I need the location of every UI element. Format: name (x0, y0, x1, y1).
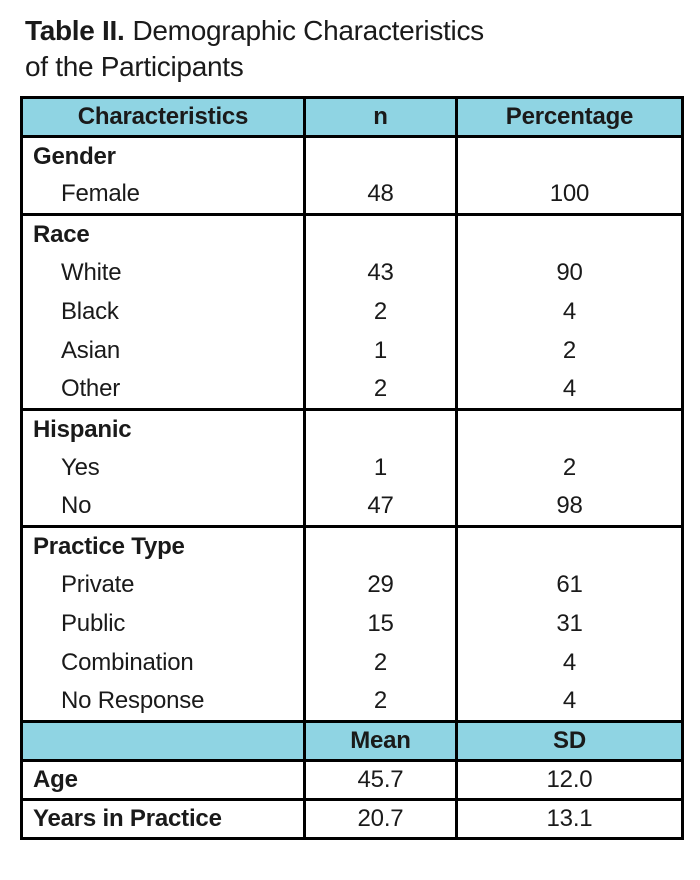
row-label: Female (20, 175, 306, 215)
stats-sd-value: 12.0 (455, 759, 684, 800)
title-line-2: of the Participants (25, 51, 244, 82)
table-row: No Response 2 4 (20, 682, 684, 722)
row-percentage-value: 2 (455, 448, 684, 488)
table-row: Female 48 100 (20, 175, 684, 215)
table-row: Private 29 61 (20, 565, 684, 605)
table-row: White 43 90 (20, 253, 684, 293)
row-n-value: 48 (303, 175, 458, 215)
row-percentage-value: 98 (455, 487, 684, 527)
row-percentage-value: 4 (455, 682, 684, 722)
empty-cell (303, 525, 458, 566)
column-header-characteristics: Characteristics (20, 97, 306, 137)
title-text-part1: Demographic Characteristics (132, 15, 484, 46)
section-header: Race (20, 213, 306, 254)
section-header: Gender (20, 135, 306, 176)
empty-cell (455, 408, 684, 449)
row-n-value: 2 (303, 643, 458, 683)
stats-row-label: Age (20, 759, 306, 800)
row-n-value: 47 (303, 487, 458, 527)
stats-row-label: Years in Practice (20, 798, 306, 839)
row-label: Public (20, 604, 306, 644)
row-label: No (20, 487, 306, 527)
column-header-n: n (303, 97, 458, 137)
table-header-row: Characteristics n Percentage (20, 97, 684, 137)
row-percentage-value: 4 (455, 292, 684, 332)
table-row: Black 2 4 (20, 292, 684, 332)
stats-header-row: Mean SD (20, 720, 684, 761)
empty-cell (303, 135, 458, 176)
section-header: Practice Type (20, 525, 306, 566)
empty-cell (455, 213, 684, 254)
empty-cell (303, 408, 458, 449)
row-n-value: 2 (303, 370, 458, 410)
stats-header-empty-cell (20, 720, 306, 761)
row-label: Other (20, 370, 306, 410)
row-percentage-value: 4 (455, 370, 684, 410)
row-percentage-value: 61 (455, 565, 684, 605)
row-n-value: 1 (303, 448, 458, 488)
page-title: Table II. Demographic Characteristics of … (25, 13, 484, 85)
section-row-race: Race (20, 213, 684, 254)
section-header: Hispanic (20, 408, 306, 449)
row-label: No Response (20, 682, 306, 722)
stats-mean-value: 45.7 (303, 759, 458, 800)
row-n-value: 2 (303, 292, 458, 332)
section-row-hispanic: Hispanic (20, 408, 684, 449)
title-line-1: Table II. Demographic Characteristics (25, 13, 484, 49)
section-row-gender: Gender (20, 135, 684, 176)
table-row: Other 2 4 (20, 370, 684, 410)
row-percentage-value: 100 (455, 175, 684, 215)
stats-row-years-in-practice: Years in Practice 20.7 13.1 (20, 798, 684, 839)
row-label: Private (20, 565, 306, 605)
row-label: Yes (20, 448, 306, 488)
table-row: Yes 1 2 (20, 448, 684, 488)
column-header-mean: Mean (303, 720, 458, 761)
table-row: Combination 2 4 (20, 643, 684, 683)
row-percentage-value: 90 (455, 253, 684, 293)
column-header-sd: SD (455, 720, 684, 761)
section-row-practice-type: Practice Type (20, 525, 684, 566)
row-percentage-value: 2 (455, 331, 684, 371)
empty-cell (455, 135, 684, 176)
title-table-number: Table II. (25, 15, 125, 46)
stats-mean-value: 20.7 (303, 798, 458, 839)
row-n-value: 29 (303, 565, 458, 605)
stats-row-age: Age 45.7 12.0 (20, 759, 684, 800)
table-row: Public 15 31 (20, 604, 684, 644)
table-row: Asian 1 2 (20, 331, 684, 371)
row-label: Combination (20, 643, 306, 683)
row-n-value: 43 (303, 253, 458, 293)
table-row: No 47 98 (20, 487, 684, 527)
stats-sd-value: 13.1 (455, 798, 684, 839)
row-percentage-value: 31 (455, 604, 684, 644)
row-n-value: 15 (303, 604, 458, 644)
row-label: White (20, 253, 306, 293)
row-n-value: 2 (303, 682, 458, 722)
demographics-table: Characteristics n Percentage Gender Fema… (20, 96, 684, 840)
empty-cell (303, 213, 458, 254)
row-percentage-value: 4 (455, 643, 684, 683)
row-n-value: 1 (303, 331, 458, 371)
row-label: Asian (20, 331, 306, 371)
column-header-percentage: Percentage (455, 97, 684, 137)
row-label: Black (20, 292, 306, 332)
empty-cell (455, 525, 684, 566)
